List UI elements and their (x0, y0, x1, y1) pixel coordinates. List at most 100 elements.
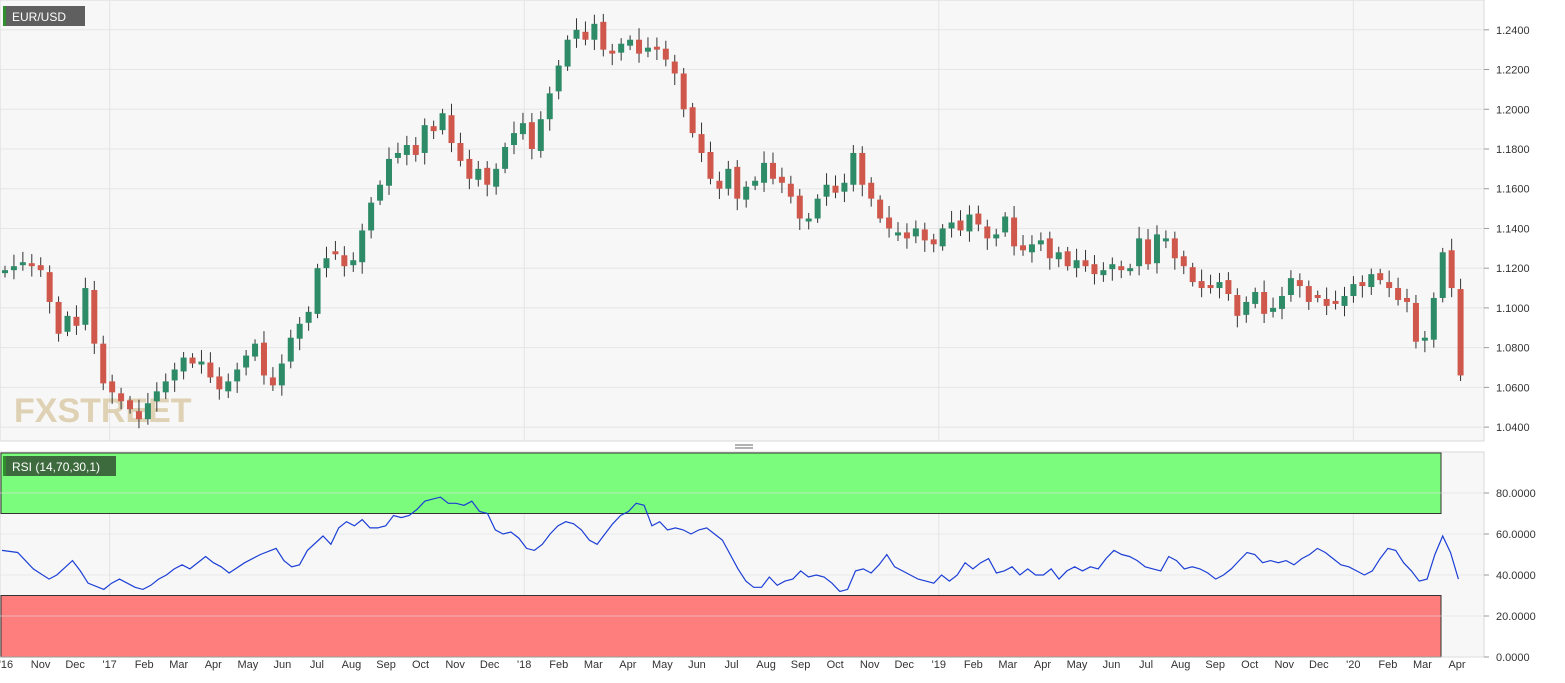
candle (743, 181, 750, 208)
candle (350, 252, 357, 272)
candle (761, 151, 768, 192)
x-tick-label: Feb (135, 659, 154, 671)
candle-body-down (1207, 285, 1214, 289)
candle (886, 205, 893, 238)
candle-body-down (1180, 256, 1187, 267)
candle-body-up (314, 268, 321, 314)
candle-body-down (1198, 281, 1205, 289)
candle-body-up (814, 198, 821, 219)
candle (957, 210, 964, 236)
pane-resize-handle[interactable] (735, 444, 753, 449)
candle (412, 137, 419, 162)
candle-body-down (1448, 250, 1455, 289)
candle (260, 331, 267, 385)
candle-body-up (912, 228, 919, 237)
rsi-legend-box[interactable] (3, 456, 116, 476)
candle (403, 135, 410, 166)
candle-body-down (1145, 239, 1152, 265)
candle-body-up (1350, 284, 1357, 296)
candle-body-down (189, 357, 196, 364)
candle (457, 132, 464, 167)
candle (1439, 247, 1446, 303)
candle-body-up (644, 47, 651, 52)
candle-body-down (662, 48, 669, 60)
candle (778, 167, 785, 194)
candle (752, 176, 759, 191)
candle-body-up (1100, 270, 1107, 276)
candle-body-down (1359, 282, 1366, 287)
candle-body-down (91, 290, 98, 344)
x-tick-label: Jun (688, 659, 706, 671)
candle-body-down (1314, 294, 1321, 298)
candle (287, 329, 294, 369)
candle-body-up (1430, 297, 1437, 340)
candle (100, 335, 107, 391)
candle (1359, 275, 1366, 298)
candle (930, 233, 937, 253)
candle-body-down (930, 239, 937, 245)
candle (1404, 288, 1411, 313)
candle-body-up (421, 125, 428, 153)
candle (1198, 269, 1205, 298)
candle (832, 175, 839, 199)
candle-body-down (100, 343, 107, 384)
candle (1421, 330, 1428, 353)
candle (537, 111, 544, 158)
candle-body-down (448, 115, 455, 144)
candle (1002, 212, 1009, 237)
candle (662, 40, 669, 67)
candle (1261, 280, 1268, 324)
candle-body-down (1457, 289, 1464, 376)
candle-body-down (582, 31, 589, 40)
candle (1100, 262, 1107, 282)
symbol-label-box[interactable] (3, 6, 85, 26)
candle (573, 18, 580, 48)
x-tick-label: Dec (480, 659, 500, 671)
candle-body-down (207, 362, 214, 378)
candle-body-up (850, 152, 857, 185)
candle (216, 367, 223, 400)
candle (618, 38, 625, 61)
candle-body-up (64, 315, 71, 332)
price-tick-label: 1.0800 (1496, 343, 1530, 355)
candle (243, 350, 250, 376)
candle-body-up (475, 168, 482, 180)
candle-body-up (1439, 252, 1446, 298)
x-tick-label: Aug (1171, 659, 1191, 671)
time-axis-labels: '16 Nov Dec '17 Feb Mar Apr May Jun Jul Aug Sep Oct N… (0, 659, 1466, 671)
x-tick-label: Aug (756, 659, 776, 671)
candle-body-up (1002, 216, 1009, 233)
candle-body-down (332, 251, 339, 255)
candle-body-up (1055, 252, 1062, 260)
candle (528, 113, 535, 160)
candle (377, 180, 384, 206)
x-tick-label: Dec (894, 659, 914, 671)
candle-body-up (1136, 238, 1143, 267)
candle-body-down (707, 151, 714, 179)
x-tick-label: Apr (1448, 659, 1465, 671)
rsi-oversold-zone (0, 595, 1442, 658)
candle-body-down (127, 400, 134, 410)
candle-body-up (368, 202, 375, 231)
candle (725, 160, 732, 196)
x-tick-label: May (237, 659, 258, 671)
candle-body-up (1341, 295, 1348, 306)
candle (1136, 226, 1143, 276)
candle-body-up (234, 369, 241, 382)
candle-body-up (502, 147, 509, 169)
candle-body-down (859, 152, 866, 185)
candle-body-up (198, 361, 205, 365)
candle (609, 43, 616, 66)
x-tick-label: Sep (791, 659, 811, 671)
candle (484, 161, 491, 197)
candle (1028, 235, 1035, 263)
candle-body-up (10, 266, 17, 271)
candle-body-up (1278, 295, 1285, 309)
x-tick-label: '18 (517, 659, 531, 671)
candle (868, 177, 875, 207)
rsi-tick-label: 20.0000 (1496, 611, 1536, 623)
candle-body-down (787, 183, 794, 197)
candle-body-down (1296, 280, 1303, 287)
candle-body-up (278, 363, 285, 386)
candle-body-up (82, 288, 89, 325)
